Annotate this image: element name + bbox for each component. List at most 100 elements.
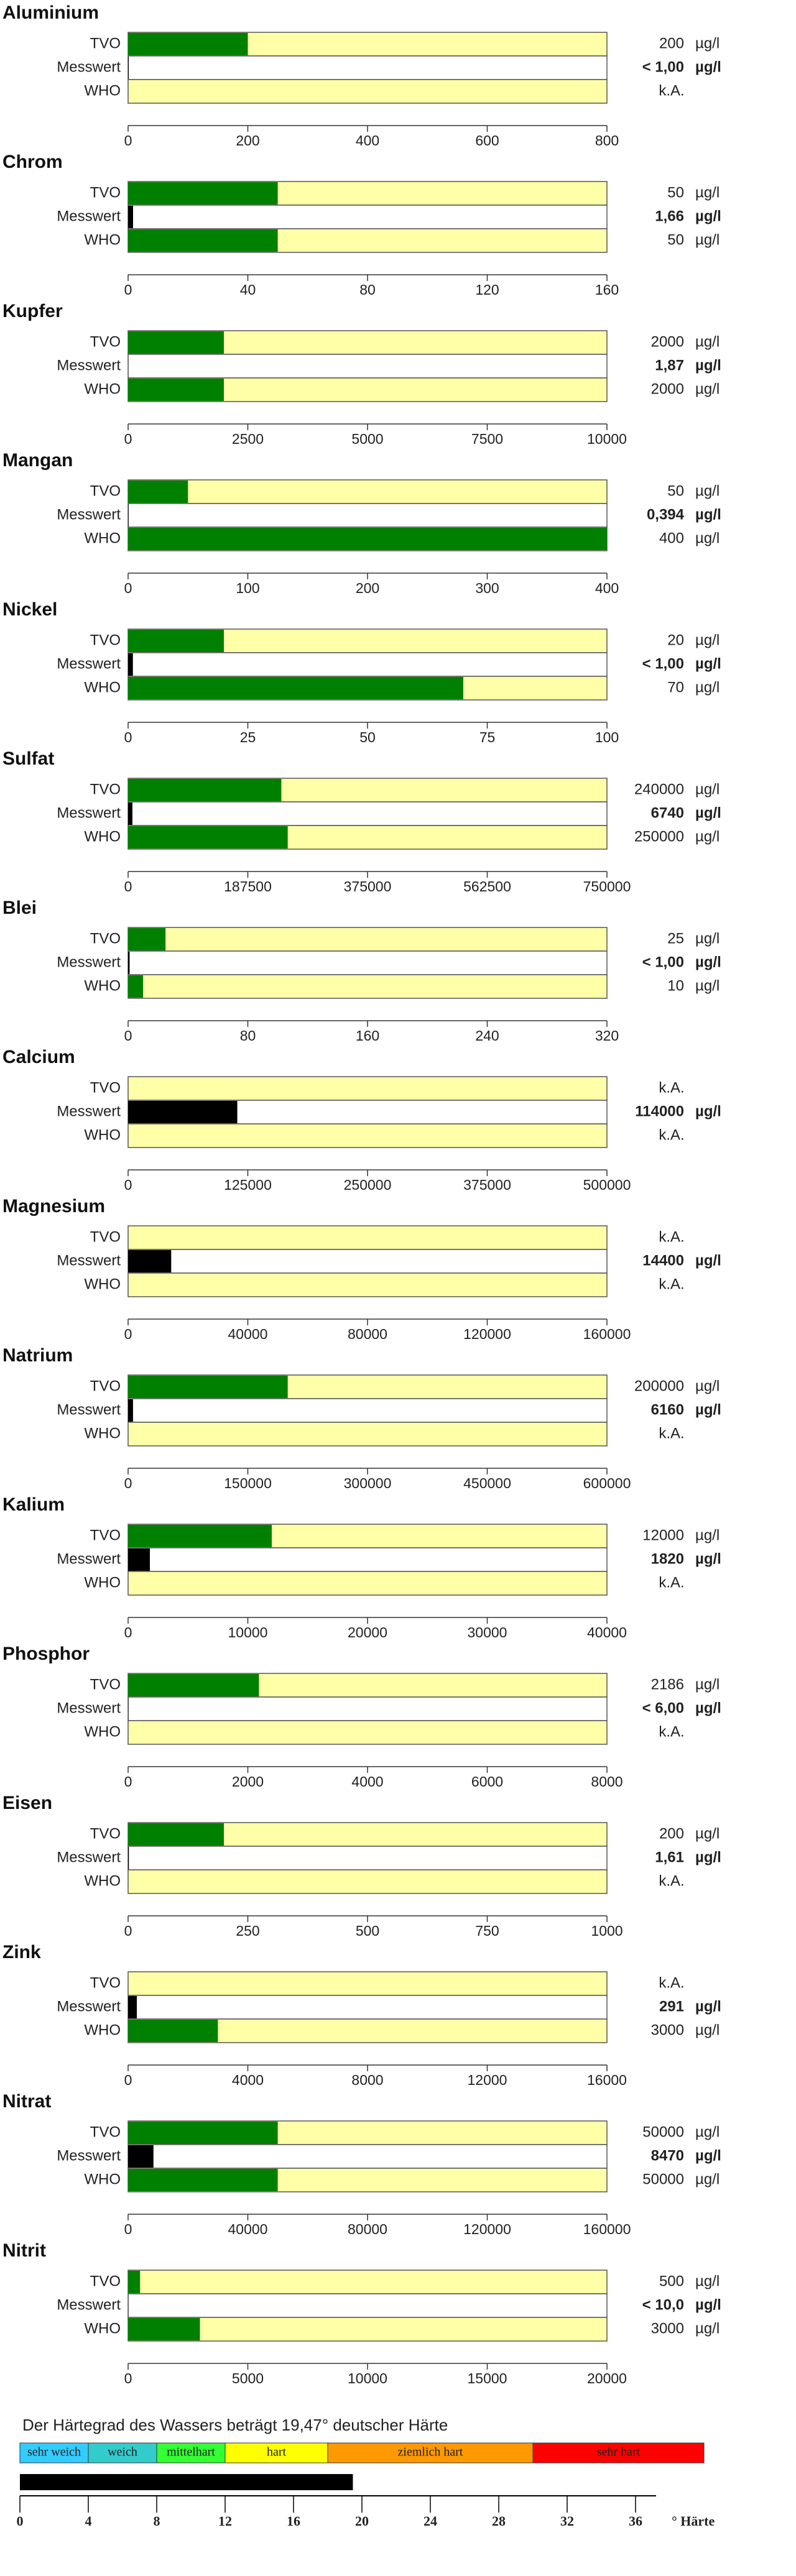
bar <box>128 1823 224 1846</box>
bar <box>128 2318 200 2340</box>
value-label: < 1,00 <box>642 58 684 75</box>
x-tick-label: 40000 <box>228 1326 268 1342</box>
value-label: 250000 <box>634 828 684 845</box>
value-label: 1,87 <box>655 357 684 374</box>
x-tick-label: 5000 <box>351 431 383 447</box>
category-label: TVO <box>90 1527 121 1543</box>
unit-label: µg/l <box>695 357 721 374</box>
bar <box>128 2020 218 2042</box>
x-tick-label: 4000 <box>351 1773 383 1790</box>
chart-title: Nitrat <box>2 2091 51 2112</box>
x-tick-label: 400 <box>595 580 619 596</box>
row-background <box>127 1869 608 1894</box>
x-tick-label: 50 <box>359 729 376 745</box>
row-background <box>127 503 608 528</box>
row-background <box>127 1720 608 1745</box>
bar <box>128 928 166 950</box>
category-label: Messwert <box>57 2296 121 2313</box>
value-label: 291 <box>659 1998 684 2015</box>
chart-title: Kalium <box>2 1494 65 1515</box>
bar <box>128 33 248 55</box>
unit-label: µg/l <box>695 506 721 523</box>
row-background <box>127 1971 608 1996</box>
unit-label: µg/l <box>695 2147 721 2164</box>
category-label: Messwert <box>57 357 121 374</box>
x-tick-label: 20000 <box>348 1624 387 1640</box>
category-label: TVO <box>90 2123 121 2140</box>
bar <box>128 1996 137 2018</box>
row-background <box>127 1571 608 1596</box>
x-tick-label: 160 <box>356 1028 379 1044</box>
x-tick-label: 30000 <box>468 1624 507 1640</box>
category-label: TVO <box>90 1228 121 1245</box>
x-tick-label: 0 <box>124 1028 132 1044</box>
x-tick-label: 80 <box>240 1028 256 1044</box>
x-tick-label: 80 <box>359 282 376 298</box>
category-label: WHO <box>84 1276 121 1292</box>
x-tick-label: 160000 <box>583 1326 631 1342</box>
x-tick-label: 0 <box>124 1923 132 1939</box>
hardness-band <box>224 2442 328 2463</box>
category-label: WHO <box>84 1723 121 1740</box>
x-tick-label: 300 <box>475 580 499 596</box>
value-label: 2186 <box>651 1676 684 1693</box>
x-tick-label: 0 <box>124 431 132 447</box>
x-tick-label: 2000 <box>232 1773 264 1790</box>
unit-label: µg/l <box>695 2273 720 2289</box>
x-tick-label: 500 <box>356 1923 379 1939</box>
unit-label: µg/l <box>695 1378 720 1394</box>
chart-title: Phosphor <box>2 1644 90 1664</box>
x-tick-label: 28 <box>492 2513 506 2529</box>
value-label: 50000 <box>642 2123 684 2140</box>
bar <box>128 379 224 401</box>
bar <box>128 1101 238 1123</box>
unit-label: µg/l <box>695 35 720 52</box>
unit-label: µg/l <box>695 1103 721 1120</box>
value-label: 20 <box>667 632 684 648</box>
value-label: 6740 <box>651 804 684 821</box>
chart-title: Mangan <box>2 450 73 471</box>
bar <box>128 1376 288 1398</box>
bar <box>128 331 224 354</box>
bar <box>128 677 463 699</box>
x-tick-label: 7500 <box>471 431 503 447</box>
x-tick-label: 15000 <box>468 2370 507 2386</box>
x-tick-label: 32 <box>560 2513 574 2529</box>
category-label: Messwert <box>57 1252 121 1269</box>
x-tick-label: 562500 <box>463 878 511 895</box>
band-label: hart <box>267 2445 287 2459</box>
category-label: WHO <box>84 2320 121 2337</box>
hardness-band <box>88 2442 157 2463</box>
row-background <box>127 79 608 104</box>
unit-label: µg/l <box>695 781 720 798</box>
category-label: TVO <box>90 1676 121 1693</box>
x-tick-label: 0 <box>124 1773 132 1790</box>
x-tick-label: 10000 <box>348 2370 387 2386</box>
value-label: k.A. <box>659 82 684 99</box>
chart-title: Magnesium <box>2 1196 105 1217</box>
bar <box>128 1698 129 1720</box>
row-background <box>127 2293 608 2318</box>
hardness-band <box>532 2442 705 2463</box>
category-label: Messwert <box>57 208 121 224</box>
unit-label: µg/l <box>695 1849 721 1865</box>
category-label: Messwert <box>57 58 121 75</box>
band-label: sehr weich <box>27 2445 81 2459</box>
bar <box>128 229 278 252</box>
chart-title: Zink <box>2 1942 41 1962</box>
value-label: 3000 <box>651 2320 684 2337</box>
x-tick-label: 320 <box>595 1028 619 1044</box>
value-label: 3000 <box>651 2022 684 2038</box>
x-tick-label: 0 <box>124 1624 132 1640</box>
value-label: 50 <box>667 184 684 201</box>
value-label: 1820 <box>651 1550 684 1567</box>
bar <box>128 1525 272 1547</box>
x-tick-label: 120 <box>475 282 499 298</box>
unit-label: µg/l <box>695 380 720 397</box>
category-label: Messwert <box>57 1401 121 1418</box>
category-label: Messwert <box>57 655 121 672</box>
x-tick-label: 4 <box>85 2513 92 2529</box>
category-label: TVO <box>90 1378 121 1394</box>
x-tick-label: 80000 <box>348 2221 387 2237</box>
